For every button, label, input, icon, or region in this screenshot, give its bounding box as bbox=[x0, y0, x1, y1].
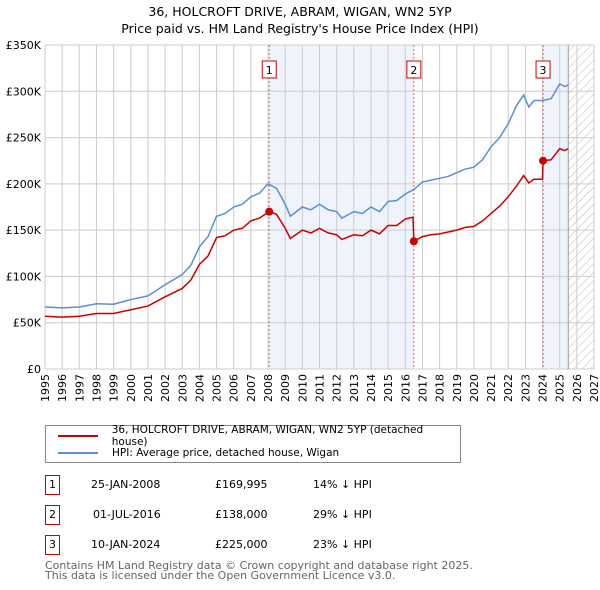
y-tick-label: £50K bbox=[13, 317, 42, 330]
legend: 36, HOLCROFT DRIVE, ABRAM, WIGAN, WN2 5Y… bbox=[45, 424, 461, 463]
sale-price: £169,995 bbox=[215, 478, 268, 491]
x-tick-label: 1996 bbox=[56, 374, 69, 402]
sale-date: 10-JAN-2024 bbox=[91, 538, 161, 551]
x-tick-label: 2026 bbox=[571, 374, 584, 402]
sale-marker-box bbox=[406, 60, 422, 79]
x-tick-label: 2011 bbox=[314, 374, 327, 402]
y-tick-label: £200K bbox=[6, 178, 42, 191]
y-tick-label: £250K bbox=[6, 132, 42, 145]
forecast-hatch bbox=[568, 45, 594, 369]
hpi-line bbox=[44, 82, 569, 309]
shade-band bbox=[269, 45, 414, 369]
chart-plot: 1995 1996 1997 1998 1999 2000 2001 2002 2003 2004… bbox=[6, 39, 600, 402]
x-tick-label: 1998 bbox=[90, 374, 103, 402]
sale-price: £225,000 bbox=[215, 538, 268, 551]
x-tick-label: 2008 bbox=[262, 374, 275, 402]
sale-point bbox=[409, 237, 418, 246]
legend-label: 36, HOLCROFT DRIVE, ABRAM, WIGAN, WN2 5Y… bbox=[111, 424, 424, 448]
sale-price: £138,000 bbox=[215, 508, 268, 521]
x-tick-label: 2016 bbox=[399, 374, 412, 402]
x-tick-label: 1995 bbox=[39, 374, 52, 402]
legend-label: HPI: Average price, detached house, Wiga… bbox=[112, 447, 340, 459]
y-tick-label: £150K bbox=[6, 224, 42, 237]
x-tick-label: 2027 bbox=[588, 374, 600, 402]
y-tick-label: £100K bbox=[6, 270, 42, 283]
x-tick-label: 1999 bbox=[108, 374, 121, 402]
x-tick-label: 2018 bbox=[434, 374, 447, 402]
footer-line-2: This data is licensed under the Open Gov… bbox=[45, 569, 396, 582]
x-tick-label: 2017 bbox=[416, 374, 429, 402]
x-tick-label: 2007 bbox=[245, 374, 258, 402]
footer-line-1: Contains HM Land Registry data © Crown c… bbox=[45, 559, 473, 572]
x-tick-label: 2003 bbox=[176, 374, 189, 402]
x-tick-label: 2020 bbox=[468, 374, 481, 402]
sale-date: 25-JAN-2008 bbox=[91, 478, 161, 491]
x-tick-label: 2002 bbox=[159, 374, 172, 402]
sale-delta: 14% ↓ HPI bbox=[313, 478, 372, 491]
y-tick-label: £300K bbox=[6, 85, 42, 98]
x-tick-label: 2023 bbox=[519, 374, 532, 402]
sale-delta: 29% ↓ HPI bbox=[313, 508, 372, 521]
sale-marker-label: 2 bbox=[45, 505, 60, 525]
x-tick-label: 2024 bbox=[537, 374, 550, 402]
x-tick-label: 2014 bbox=[365, 374, 378, 402]
x-tick-label: 2005 bbox=[211, 374, 224, 402]
legend-item-property: 36, HOLCROFT DRIVE, ABRAM, WIGAN, WN2 5Y… bbox=[58, 424, 460, 448]
legend-swatch-blue bbox=[58, 452, 98, 454]
sale-marker-label: 2 bbox=[410, 64, 417, 77]
sale-point bbox=[539, 156, 548, 165]
x-tick-label: 2021 bbox=[485, 374, 498, 402]
x-tick-label: 2022 bbox=[502, 374, 515, 402]
sale-date: 01-JUL-2016 bbox=[93, 508, 161, 521]
x-tick-label: 2015 bbox=[382, 374, 395, 402]
sale-point bbox=[265, 207, 274, 216]
x-tick-label: 2012 bbox=[331, 374, 344, 402]
legend-item-hpi: HPI: Average price, detached house, Wiga… bbox=[58, 445, 339, 461]
sale-marker-label: 3 bbox=[45, 535, 60, 555]
footer: Contains HM Land Registry data © Crown c… bbox=[45, 559, 473, 582]
x-tick-label: 2019 bbox=[451, 374, 464, 402]
y-tick-label: £350K bbox=[6, 39, 42, 52]
sale-marker-label: 3 bbox=[540, 64, 547, 77]
x-tick-label: 2025 bbox=[554, 374, 567, 402]
x-tick-label: 2000 bbox=[125, 374, 138, 402]
chart-title: 36, HOLCROFT DRIVE, ABRAM, WIGAN, WN2 5Y… bbox=[148, 4, 452, 19]
x-tick-label: 2010 bbox=[296, 374, 309, 402]
legend-swatch-red bbox=[58, 435, 98, 437]
sale-marker-label: 1 bbox=[45, 475, 60, 495]
shade-band bbox=[543, 45, 569, 369]
sale-marker-label: 1 bbox=[266, 64, 273, 77]
sale-marker-box bbox=[535, 60, 551, 79]
x-tick-label: 2001 bbox=[142, 374, 155, 402]
x-tick-label: 2009 bbox=[279, 374, 292, 402]
sale-delta: 23% ↓ HPI bbox=[313, 538, 372, 551]
x-tick-label: 2013 bbox=[348, 374, 361, 402]
sale-marker-box bbox=[261, 60, 277, 79]
x-tick-label: 1997 bbox=[73, 374, 86, 402]
price-line bbox=[44, 147, 569, 318]
x-tick-label: 2006 bbox=[228, 374, 241, 402]
y-tick-label: £0 bbox=[27, 363, 41, 376]
x-tick-label: 2004 bbox=[193, 374, 206, 402]
chart-subtitle: Price paid vs. HM Land Registry's House … bbox=[121, 21, 479, 36]
